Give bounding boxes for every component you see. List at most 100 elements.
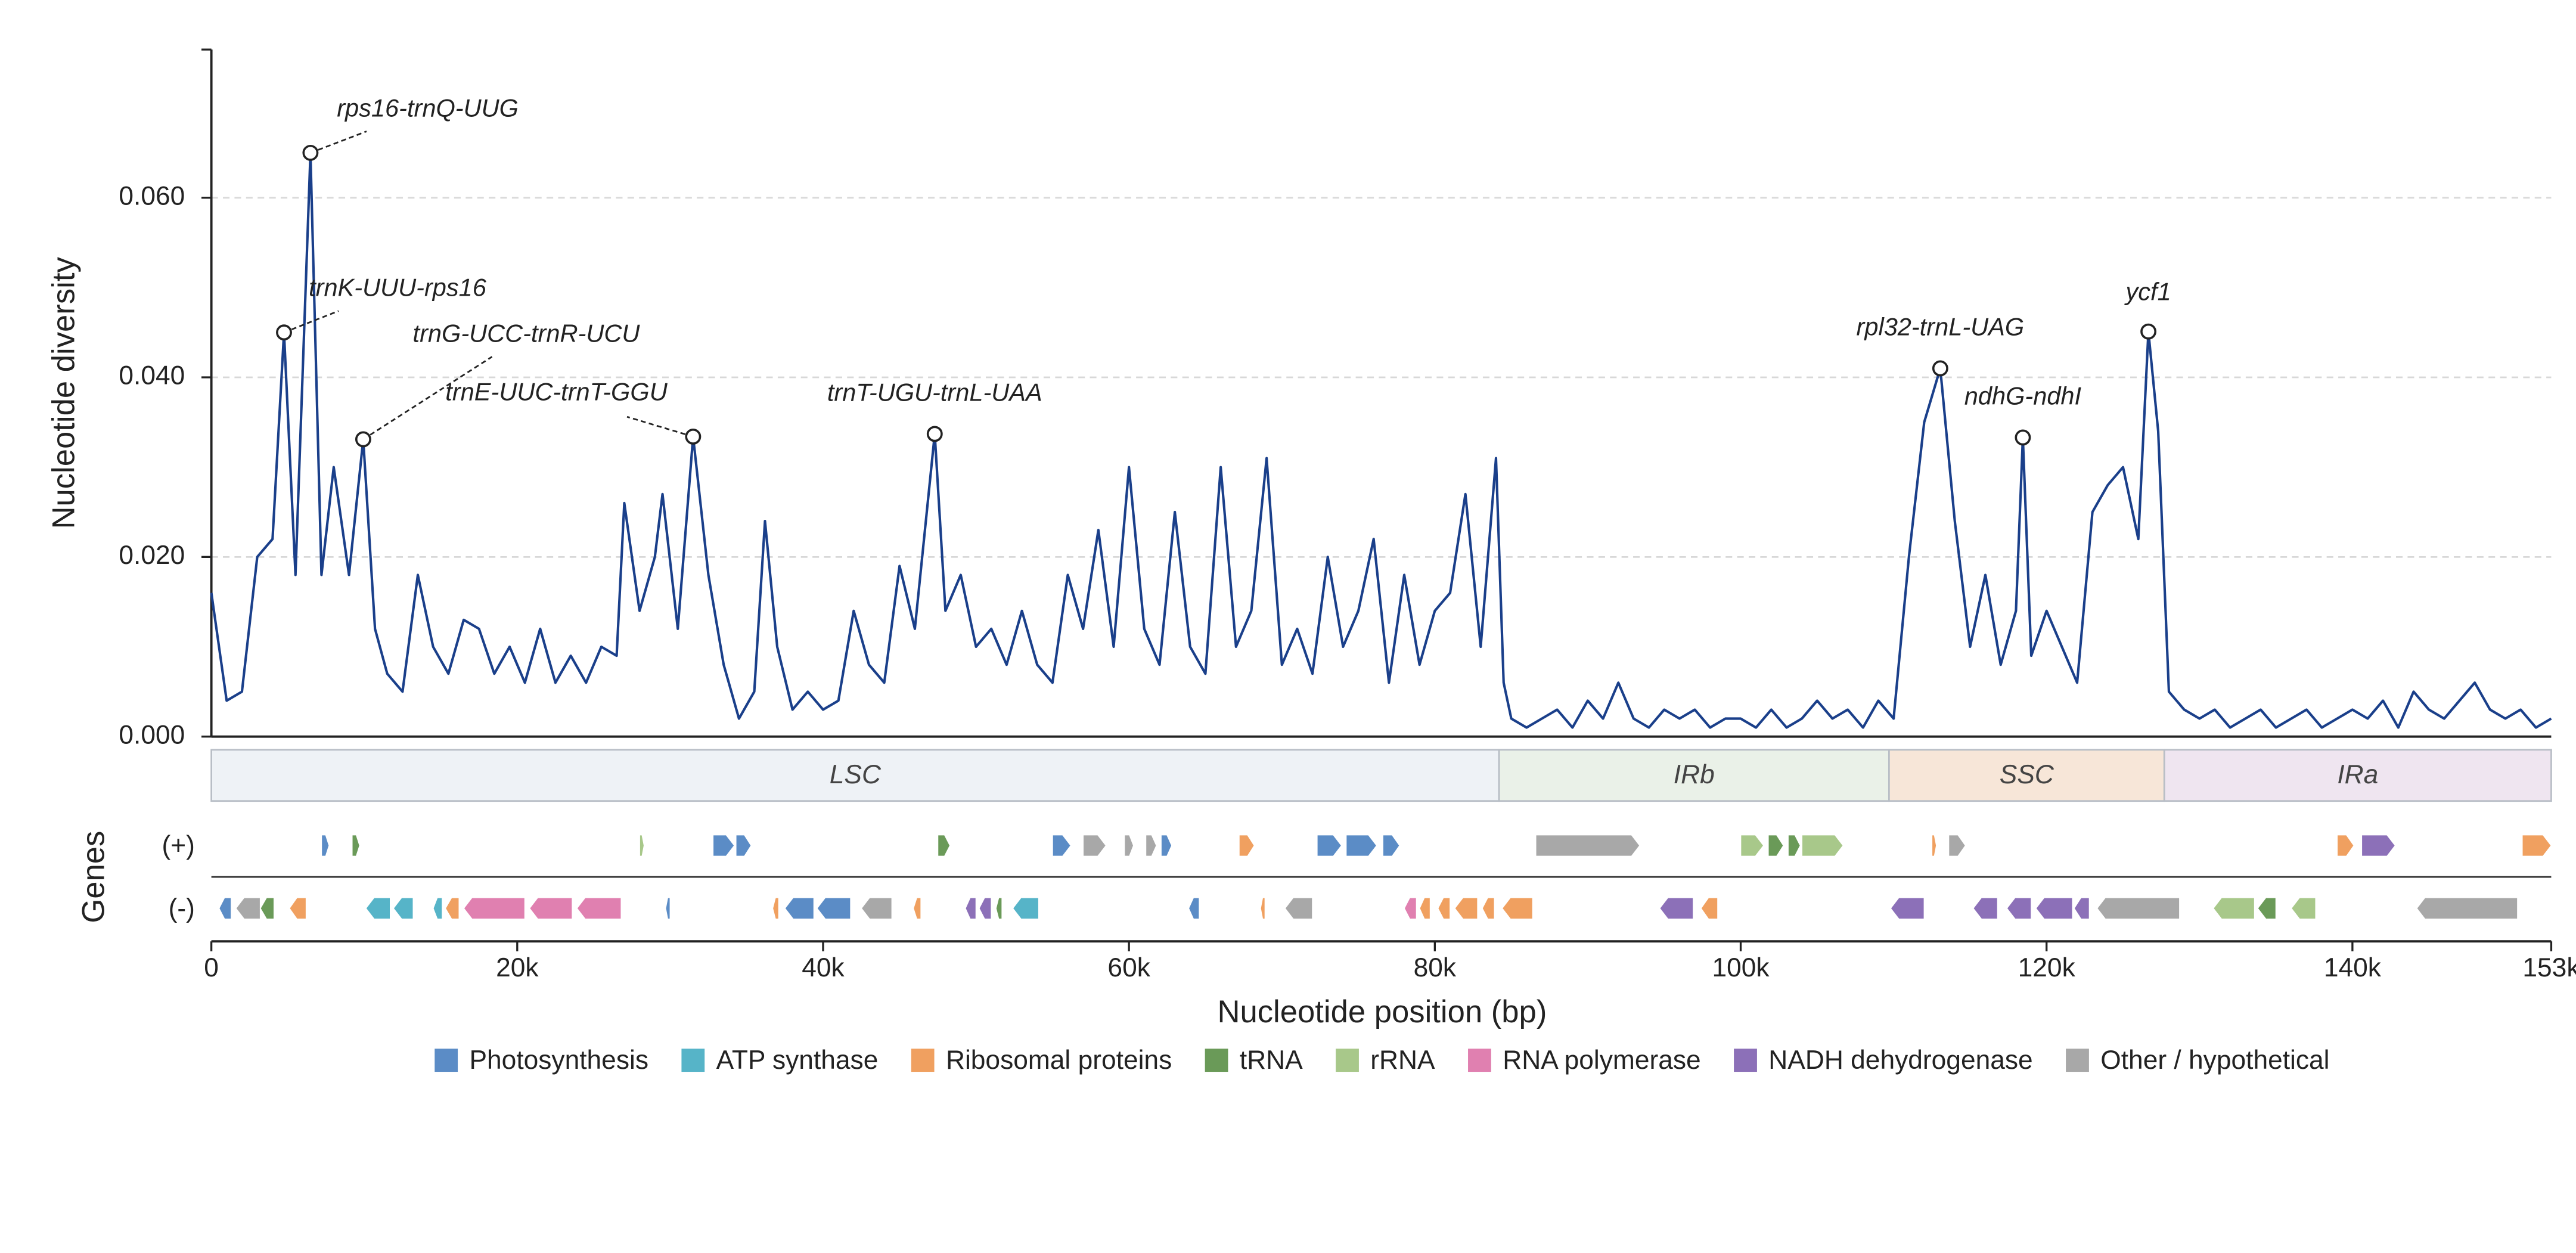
region-label: IRb — [1674, 760, 1715, 789]
gene — [1419, 897, 1431, 920]
gene — [1931, 834, 1937, 857]
gene — [1454, 897, 1479, 920]
gene — [2073, 897, 2090, 920]
gene — [218, 897, 232, 920]
y-tick-label: 0.060 — [119, 181, 185, 210]
x-tick-label: 100k — [1712, 953, 1770, 982]
gene — [1345, 834, 1377, 857]
gene — [937, 834, 951, 857]
annotation-label: ycf1 — [2124, 277, 2171, 305]
gene — [432, 897, 443, 920]
gene — [2257, 897, 2277, 920]
legend-label: RNA polymerase — [1503, 1046, 1700, 1075]
annotation-leader — [310, 131, 367, 154]
annotation-marker — [2015, 429, 2031, 446]
annotation-marker — [276, 324, 292, 341]
x-tick-label: 80k — [1414, 953, 1457, 982]
annotation-label: trnT-UGU-trnL-UAA — [827, 378, 1042, 406]
gene — [735, 834, 752, 857]
legend-label: ATP synthase — [716, 1046, 879, 1075]
region-band — [1888, 749, 2165, 802]
gene — [1659, 897, 1694, 920]
region-label: SSC — [2000, 760, 2054, 789]
gene — [2336, 834, 2355, 857]
gene — [1535, 834, 1641, 857]
diversity-line — [210, 151, 2552, 729]
gene — [1437, 897, 1451, 920]
gene — [1052, 834, 1072, 857]
gene — [995, 897, 1003, 920]
y-axis-label: Nucleotide diversity — [46, 257, 82, 529]
x-tick-label: 120k — [2018, 953, 2076, 982]
gene — [784, 897, 815, 920]
x-tick-label: 140k — [2324, 953, 2382, 982]
gene — [1481, 897, 1495, 920]
legend-label: Ribosomal proteins — [946, 1046, 1172, 1075]
annotation-marker — [685, 429, 702, 445]
gene — [978, 897, 992, 920]
gene — [1123, 834, 1134, 857]
gene — [2416, 897, 2518, 920]
annotation-label: trnG-UCC-trnR-UCU — [413, 319, 641, 347]
annotation-label: rpl32-trnL-UAG — [1857, 312, 2025, 340]
gene — [2096, 897, 2180, 920]
gene — [235, 897, 261, 920]
region-label: LSC — [830, 760, 882, 789]
y-tick-label: 0.040 — [119, 361, 185, 390]
annotation-marker — [302, 144, 319, 161]
annotation-label: trnE-UUC-trnT-GGU — [445, 377, 668, 405]
x-tick-label: 20k — [496, 953, 539, 982]
legend-label: Photosynthesis — [469, 1046, 648, 1075]
legend-swatch — [1734, 1049, 1757, 1072]
legend-swatch — [1336, 1049, 1359, 1072]
gene — [1787, 834, 1801, 857]
gene — [1948, 834, 1966, 857]
gene — [712, 834, 735, 857]
gene — [2521, 834, 2552, 857]
gene — [1082, 834, 1107, 857]
x-tick-label: 40k — [802, 953, 845, 982]
legend-label: Other / hypothetical — [2100, 1046, 2329, 1075]
gene — [2361, 834, 2396, 857]
gene — [1239, 834, 1255, 857]
legend-swatch — [1468, 1049, 1491, 1072]
gene — [772, 897, 780, 920]
gene — [1160, 834, 1172, 857]
annotation-marker — [355, 431, 371, 448]
x-axis-label: Nucleotide position (bp) — [1217, 994, 1547, 1029]
gene — [1767, 834, 1784, 857]
annotation-marker — [926, 426, 943, 442]
gene — [529, 897, 573, 920]
gene — [1145, 834, 1157, 857]
gene — [964, 897, 977, 920]
legend-label: NADH dehydrogenase — [1768, 1046, 2032, 1075]
gene — [445, 897, 460, 920]
annotation-marker — [1932, 360, 1948, 377]
gene — [2035, 897, 2074, 920]
gene — [2212, 897, 2255, 920]
legend-swatch — [911, 1049, 935, 1072]
gene — [1889, 897, 1925, 920]
gene — [351, 834, 361, 857]
annotation-marker — [2140, 323, 2157, 340]
region-band — [2163, 749, 2552, 802]
legend-swatch — [1205, 1049, 1228, 1072]
plus-strand-label: (+) — [162, 831, 195, 860]
gene — [365, 897, 391, 920]
gene — [913, 897, 922, 920]
x-tick-label: 153k — [2522, 953, 2576, 982]
gene — [2291, 897, 2317, 920]
gene — [665, 897, 671, 920]
gene — [861, 897, 893, 920]
region-band — [210, 749, 1500, 802]
gene — [392, 897, 414, 920]
y-tick-label: 0.020 — [119, 541, 185, 570]
gene — [1740, 834, 1765, 857]
genes-label: Genes — [76, 831, 111, 923]
y-tick-label: 0.000 — [119, 720, 185, 749]
annotation-leader — [283, 310, 339, 333]
annotation-leader — [626, 415, 694, 438]
annotation-label: ndhG-ndhI — [1964, 382, 2082, 410]
gene — [1404, 897, 1417, 920]
